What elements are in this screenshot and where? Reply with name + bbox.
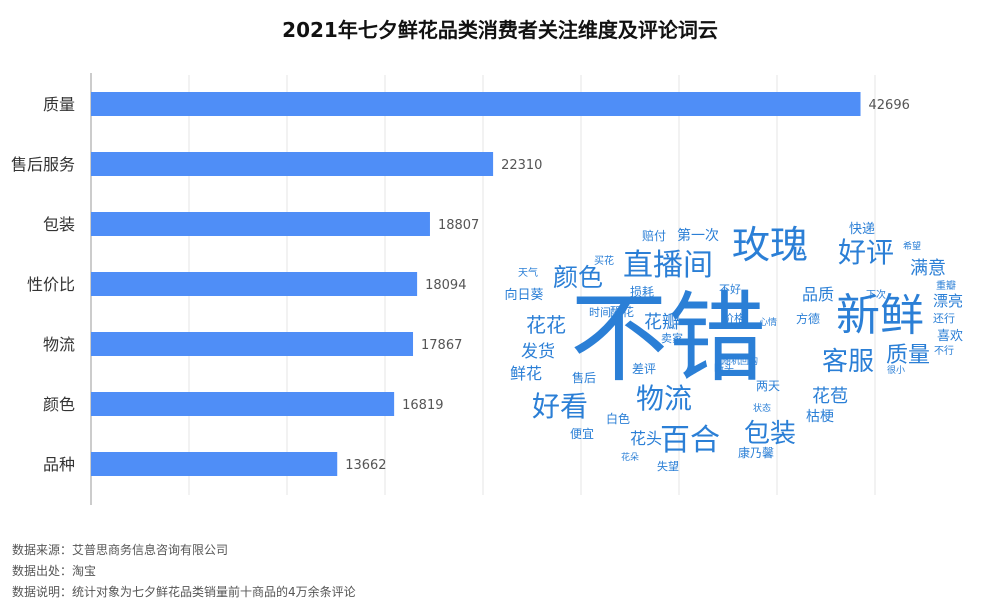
bar-6	[91, 392, 395, 416]
cloud-word-15: 满意	[910, 258, 946, 279]
bar-4	[91, 272, 418, 296]
cloud-word-3: 玫瑰	[732, 223, 808, 267]
cloud-word-47: 天气	[518, 266, 538, 279]
cloud-word-17: 发货	[521, 342, 555, 362]
cloud-word-27: 损耗	[630, 285, 654, 299]
footer-note: 数据说明：统计对象为七夕鲜花品类销量前十商品的4万余条评论	[12, 585, 356, 599]
cloud-word-1: 不错	[570, 282, 766, 396]
cloud-word-51: 心情	[759, 316, 777, 328]
cloud-word-12: 质量	[886, 343, 930, 368]
cloud-word-45: 不行	[934, 344, 954, 357]
cloud-word-40: 卖家	[661, 331, 683, 345]
value-label: 17867	[421, 338, 462, 353]
cloud-word-20: 花头	[630, 429, 662, 448]
cloud-word-10: 客服	[822, 347, 874, 377]
cloud-word-54: 希望	[903, 240, 921, 252]
cloud-word-42: 还行	[933, 312, 955, 325]
footer-origin: 数据出处：淘宝	[12, 564, 97, 578]
cloud-word-13: 花花	[526, 313, 566, 337]
bar-1	[91, 92, 861, 116]
cloud-word-4: 直播间	[623, 248, 713, 283]
cloud-word-22: 枯梗	[806, 409, 834, 425]
cloud-word-25: 快递	[849, 222, 875, 237]
cloud-word-35: 两天	[756, 379, 780, 393]
value-label: 42696	[869, 98, 910, 113]
cloud-word-11: 颜色	[553, 263, 603, 292]
cloud-word-5: 好评	[838, 236, 894, 269]
cloud-word-24: 第一次	[677, 227, 719, 244]
cloud-word-29: 赔付	[642, 228, 666, 243]
bar-3	[91, 212, 430, 236]
cloud-word-2: 新鲜	[836, 290, 924, 341]
bar-2	[91, 152, 494, 176]
category-label: 物流	[43, 335, 75, 354]
bar-7	[91, 452, 338, 476]
cloud-word-8: 好看	[532, 390, 588, 423]
cloud-word-7: 百合	[660, 423, 720, 458]
cloud-word-49: 随机回购	[722, 355, 758, 367]
value-label: 16819	[402, 398, 443, 413]
cloud-word-41: 不好	[719, 282, 741, 296]
cloud-word-46: 买花	[594, 254, 614, 267]
cloud-word-52: 花朵	[621, 451, 639, 463]
cloud-word-26: 向日葵	[504, 287, 543, 303]
bar-5	[91, 332, 414, 356]
category-label: 售后服务	[11, 155, 75, 174]
cloud-word-44: 重瓣	[936, 279, 956, 292]
chart-title: 2021年七夕鲜花品类消费者关注维度及评论词云	[282, 18, 718, 42]
category-label: 包装	[43, 215, 75, 234]
cloud-word-38: 价格	[723, 311, 745, 325]
cloud-word-36: 方德	[796, 311, 820, 326]
cloud-word-43: 下次	[866, 288, 886, 301]
footer-source: 数据来源：艾普思商务信息咨询有限公司	[12, 543, 229, 557]
category-label: 性价比	[27, 275, 75, 294]
cloud-word-9: 包装	[744, 419, 796, 449]
category-label: 质量	[43, 95, 75, 114]
cloud-word-21: 漂亮	[933, 292, 963, 310]
cloud-word-50: 状态	[753, 402, 771, 414]
cloud-word-37: 失望	[657, 460, 679, 473]
cloud-word-53: 很小	[887, 364, 905, 376]
cloud-word-30: 售后	[572, 370, 596, 385]
cloud-word-23: 喜欢	[937, 329, 963, 344]
cloud-word-33: 便宜	[570, 426, 594, 441]
value-label: 18094	[425, 278, 466, 293]
cloud-word-39: 时间	[589, 306, 611, 319]
cloud-word-6: 物流	[636, 382, 692, 415]
cloud-word-31: 差评	[632, 362, 656, 376]
cloud-word-18: 鲜花	[510, 364, 542, 383]
cloud-word-28: 醒花	[610, 304, 634, 319]
cloud-word-34: 康乃馨	[738, 445, 774, 460]
value-label: 18807	[438, 218, 479, 233]
category-label: 品种	[43, 455, 75, 474]
category-label: 颜色	[43, 395, 75, 414]
cloud-word-48: 断头	[714, 362, 734, 375]
cloud-word-14: 花瓣	[644, 312, 680, 333]
cloud-word-16: 花苞	[812, 386, 848, 407]
cloud-word-19: 品质	[802, 285, 834, 304]
value-label: 22310	[501, 158, 542, 173]
value-label: 13662	[345, 458, 386, 473]
cloud-word-32: 白色	[606, 411, 630, 426]
